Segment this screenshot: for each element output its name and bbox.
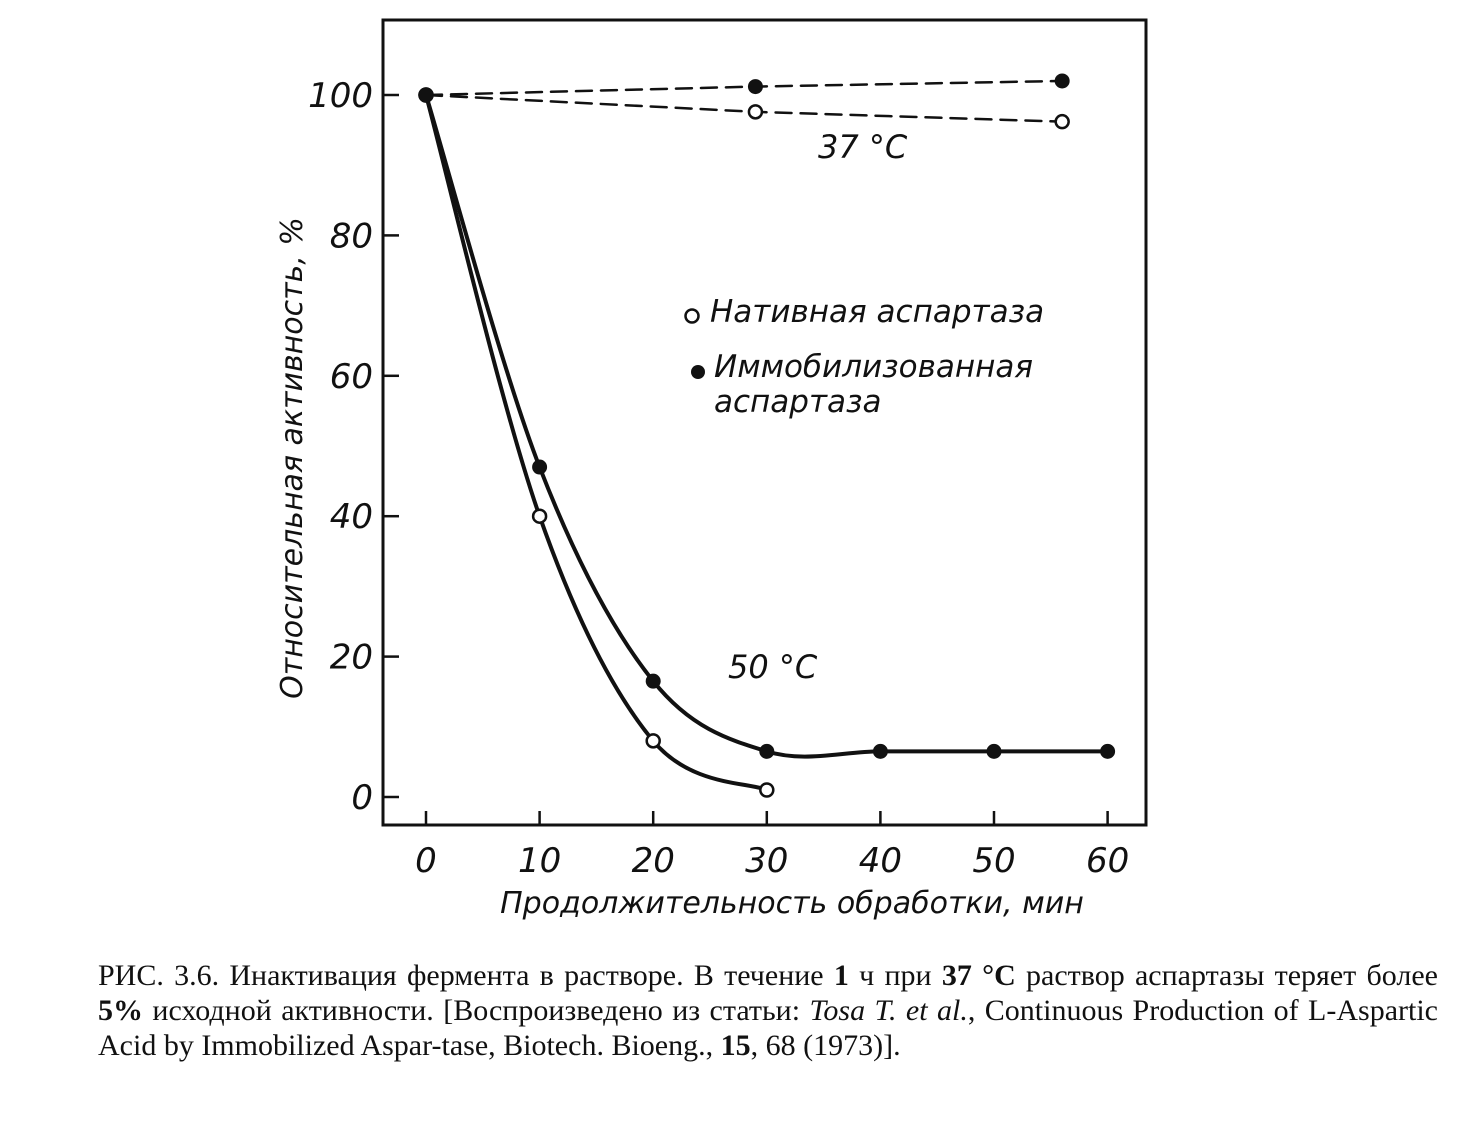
data-point-filled [532,459,548,475]
caption-text: , Continuous Production of L-Aspartic Ac… [98,994,1439,1062]
y-tick-label: 0 [351,778,373,818]
x-tick-label: 50 [972,841,1015,881]
series-line [424,93,1110,759]
caption-bold: 15 [720,1029,751,1062]
chart: 0 20 40 60 80 100 0 10 20 30 40 50 60 Продолжительно… [275,18,1148,921]
y-tick-label: 40 [330,497,373,537]
y-tick-label: 60 [330,357,373,397]
tick-labels: 0 20 40 60 80 100 0 10 20 30 40 50 60 [308,76,1129,881]
data-point-filled [418,87,434,103]
legend: Нативная аспартаза Иммобилизованная аспа… [684,294,1044,420]
data-point-open [759,782,775,798]
x-tick-label: 40 [859,841,902,881]
legend-immobilized-label: Иммобилизованная [714,349,1033,385]
legend-immobilized-label-line2: аспартаза [714,384,882,420]
data-point-open [645,733,661,749]
annotation-37c: 37 °C [818,128,908,166]
caption-text: ч при [848,959,942,992]
caption-text: Инактивация фермента в растворе. В течен… [219,959,834,992]
data-point-open [1054,113,1070,130]
caption-text: , 68 (1973)]. [750,1029,901,1062]
caption-text: раствор аспартазы теряет более [1015,959,1438,992]
series-line [424,93,1064,123]
series-line [424,93,769,792]
caption-fig-label: РИС. 3.6. [98,959,220,992]
annotation-50c: 50 °C [728,648,818,686]
data-point-filled [759,743,775,759]
x-axis-label: Продолжительность обработки, мин [500,886,1084,921]
x-tick-label: 30 [745,841,788,881]
series-line [424,79,1064,97]
plot-border [381,18,1148,827]
caption-authors: Tosa T. et al. [809,994,968,1027]
data-point-filled [986,743,1002,759]
x-tick-label: 20 [632,841,675,881]
data-point-open [531,508,548,524]
y-tick-label: 80 [330,216,373,256]
caption-bold: 1 [833,959,849,992]
y-axis-label: Относительная активность, % [275,217,310,699]
caption-bold: 37 °С [941,959,1016,992]
y-tick-label: 20 [330,638,373,678]
data-point-filled [872,743,888,759]
legend-filled-marker [691,365,705,379]
y-tick-label: 100 [308,76,373,116]
plot-frame [381,18,1148,827]
data-point-filled [747,79,763,95]
caption-text: исходной активности. [Воспроизведено из … [143,994,810,1027]
data-point-filled [645,673,661,689]
legend-open-marker [684,308,700,324]
data-point-open [747,104,764,120]
x-tick-label: 0 [415,841,437,881]
legend-native-label: Нативная аспартаза [710,294,1044,330]
figure-caption: РИС. 3.6. Инактивация фермента в раствор… [98,958,1438,1063]
data-point-filled [1054,73,1070,89]
caption-bold: 5% [98,994,143,1027]
data-point-filled [1100,743,1116,759]
x-tick-label: 60 [1086,841,1129,881]
x-tick-label: 10 [518,841,561,881]
markers [418,73,1116,798]
